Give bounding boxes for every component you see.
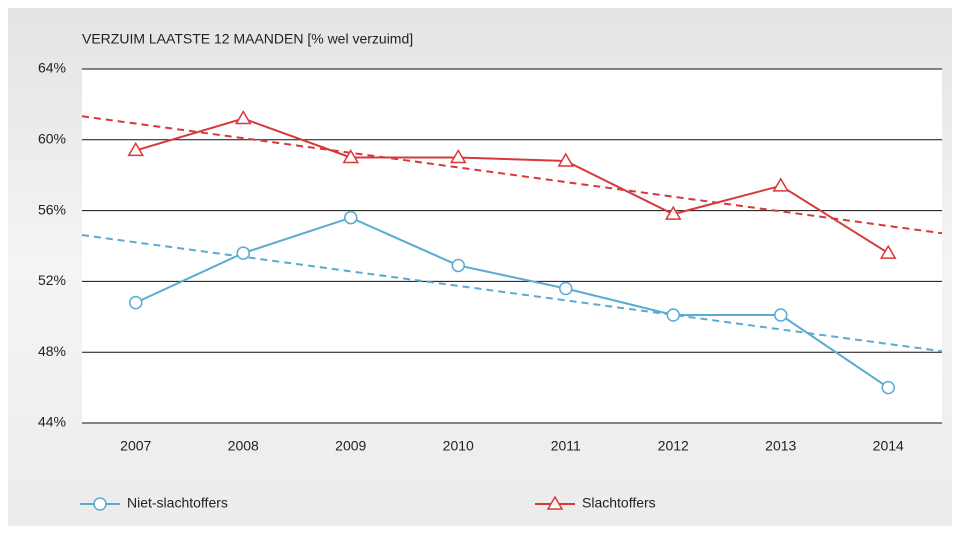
x-tick-label: 2009: [335, 438, 366, 454]
marker: [344, 210, 358, 225]
marker: [881, 380, 895, 395]
marker: [666, 308, 680, 322]
chart-title: VERZUIM LAATSTE 12 MAANDEN [% wel verzui…: [82, 31, 413, 47]
marker: [234, 110, 252, 125]
marker: [664, 205, 682, 220]
marker: [557, 152, 575, 167]
trend-line: [81, 115, 943, 235]
series-line: [135, 117, 889, 254]
marker: [129, 295, 143, 310]
marker: [342, 149, 360, 164]
y-tick-label: 60%: [38, 131, 66, 147]
x-tick-label: 2012: [658, 438, 689, 454]
legend-marker: [546, 495, 564, 510]
marker: [774, 308, 788, 322]
marker: [236, 246, 250, 260]
marker: [772, 177, 790, 192]
legend-label: Slachtoffers: [582, 495, 656, 511]
legend-label: Niet-slachtoffers: [127, 495, 228, 511]
legend-marker: [93, 497, 107, 511]
series-line: [135, 216, 889, 389]
x-tick-label: 2008: [228, 438, 259, 454]
x-tick-label: 2011: [551, 438, 581, 454]
x-tick-label: 2013: [765, 438, 796, 454]
y-tick-label: 64%: [38, 60, 66, 76]
x-tick-label: 2007: [120, 438, 151, 454]
y-tick-label: 48%: [38, 343, 66, 359]
marker: [879, 244, 897, 259]
plot-area: [82, 69, 942, 423]
y-tick-label: 52%: [38, 272, 66, 288]
marker: [451, 258, 465, 273]
y-tick-label: 56%: [38, 201, 66, 217]
x-tick-label: 2010: [443, 438, 474, 454]
x-tick-label: 2014: [873, 438, 904, 454]
y-tick-label: 44%: [38, 414, 66, 430]
marker: [449, 149, 467, 164]
marker: [127, 141, 145, 157]
marker: [559, 281, 573, 296]
trend-line: [81, 234, 943, 353]
